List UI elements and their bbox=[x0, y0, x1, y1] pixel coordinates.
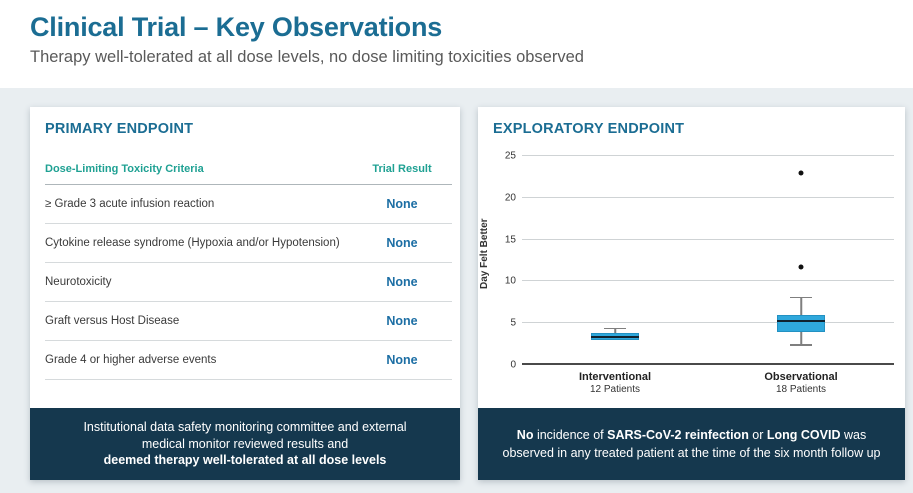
slide-header: Clinical Trial – Key Observations Therap… bbox=[30, 12, 890, 67]
y-tick-label: 5 bbox=[510, 317, 516, 329]
footer-segment: incidence of bbox=[533, 427, 608, 442]
gridline bbox=[522, 238, 894, 240]
footer-segment: or bbox=[748, 427, 767, 442]
group-label: Interventional 12 Patients bbox=[579, 371, 651, 395]
group-name: Interventional bbox=[578, 371, 652, 383]
footer-line: Institutional data safety monitoring com… bbox=[83, 420, 407, 435]
y-tick-label: 15 bbox=[504, 234, 516, 246]
result-value: None bbox=[386, 275, 418, 289]
x-axis-labels: Interventional 12 Patients Observational 18… bbox=[522, 371, 894, 403]
table-row: Cytokine release syndrome (Hypoxia and/o… bbox=[45, 224, 452, 263]
footer-segment: SARS-CoV-2 reinfection bbox=[607, 427, 749, 442]
table-row: Neurotoxicity None bbox=[45, 263, 452, 302]
gridline bbox=[522, 363, 894, 365]
footer-segment: was observed in any treated patient at t… bbox=[502, 427, 881, 460]
median-line bbox=[777, 319, 825, 323]
primary-endpoint-panel: PRIMARY ENDPOINT Dose-Limiting Toxicity … bbox=[30, 107, 460, 480]
table-header-row: Dose-Limiting Toxicity Criteria Trial Re… bbox=[45, 163, 452, 185]
gridline bbox=[522, 196, 894, 198]
table-row: Grade 4 or higher adverse events None bbox=[45, 341, 452, 380]
footer-segment: No bbox=[516, 427, 534, 442]
table-row: ≥ Grade 3 acute infusion reaction None bbox=[45, 185, 452, 224]
primary-endpoint-title: PRIMARY ENDPOINT bbox=[45, 121, 194, 137]
exploratory-endpoint-title: EXPLORATORY ENDPOINT bbox=[493, 121, 685, 137]
outlier-point bbox=[798, 264, 804, 270]
upper-whisker-cap bbox=[604, 327, 626, 330]
boxplot-box bbox=[777, 314, 825, 332]
criteria-cell: Graft versus Host Disease bbox=[45, 315, 180, 327]
criteria-cell: Neurotoxicity bbox=[45, 276, 112, 288]
y-tick-label: 10 bbox=[504, 275, 516, 287]
exploratory-endpoint-panel: EXPLORATORY ENDPOINT Day Felt Better 0 5 1… bbox=[478, 107, 905, 480]
criteria-cell: Cytokine release syndrome (Hypoxia and/o… bbox=[45, 237, 340, 249]
table-row: Graft versus Host Disease None bbox=[45, 302, 452, 341]
footer-line: deemed therapy well-tolerated at all dos… bbox=[103, 453, 387, 468]
y-tick-label: 20 bbox=[504, 192, 516, 204]
result-value: None bbox=[386, 197, 418, 211]
primary-footer-banner: Institutional data safety monitoring com… bbox=[30, 408, 460, 480]
group-patient-count: 12 Patients bbox=[589, 384, 641, 395]
outlier-point bbox=[798, 170, 804, 176]
criteria-cell: ≥ Grade 3 acute infusion reaction bbox=[45, 198, 215, 210]
page-subtitle: Therapy well-tolerated at all dose level… bbox=[30, 48, 584, 66]
upper-whisker bbox=[800, 298, 802, 315]
column-header-criteria: Dose-Limiting Toxicity Criteria bbox=[45, 163, 204, 175]
group-name: Observational bbox=[764, 371, 838, 383]
y-tick-label: 25 bbox=[504, 150, 516, 162]
footer-segment: Long COVID bbox=[766, 427, 841, 442]
lower-whisker-cap bbox=[790, 344, 812, 346]
result-value: None bbox=[386, 353, 418, 367]
toxicity-table-body: ≥ Grade 3 acute infusion reaction None Cyt… bbox=[45, 185, 452, 380]
column-header-result: Trial Result bbox=[372, 163, 432, 175]
boxplot-plot: Day Felt Better 0 5 10 15 20 25 bbox=[479, 143, 894, 371]
toxicity-table: Dose-Limiting Toxicity Criteria Trial Re… bbox=[45, 163, 452, 380]
upper-whisker-cap bbox=[790, 296, 812, 299]
gridline bbox=[522, 280, 894, 282]
upper-whisker bbox=[614, 329, 616, 334]
group-patient-count: 18 Patients bbox=[775, 384, 827, 395]
result-value: None bbox=[386, 236, 418, 250]
gridline bbox=[522, 322, 894, 324]
y-axis-label: Day Felt Better bbox=[479, 218, 490, 290]
lower-whisker bbox=[800, 331, 802, 346]
page-title: Clinical Trial – Key Observations bbox=[30, 12, 443, 42]
gridline bbox=[522, 155, 894, 156]
group-label: Observational 18 Patients bbox=[764, 371, 837, 395]
y-tick-label: 0 bbox=[510, 359, 516, 371]
exploratory-footer-banner: No incidence of SARS-CoV-2 reinfection o… bbox=[478, 408, 905, 480]
median-line bbox=[591, 335, 639, 339]
footer-line: medical monitor reviewed results and bbox=[141, 436, 349, 451]
exploratory-footer-text: No incidence of SARS-CoV-2 reinfection o… bbox=[496, 426, 887, 462]
result-value: None bbox=[386, 314, 418, 328]
criteria-cell: Grade 4 or higher adverse events bbox=[45, 354, 217, 366]
